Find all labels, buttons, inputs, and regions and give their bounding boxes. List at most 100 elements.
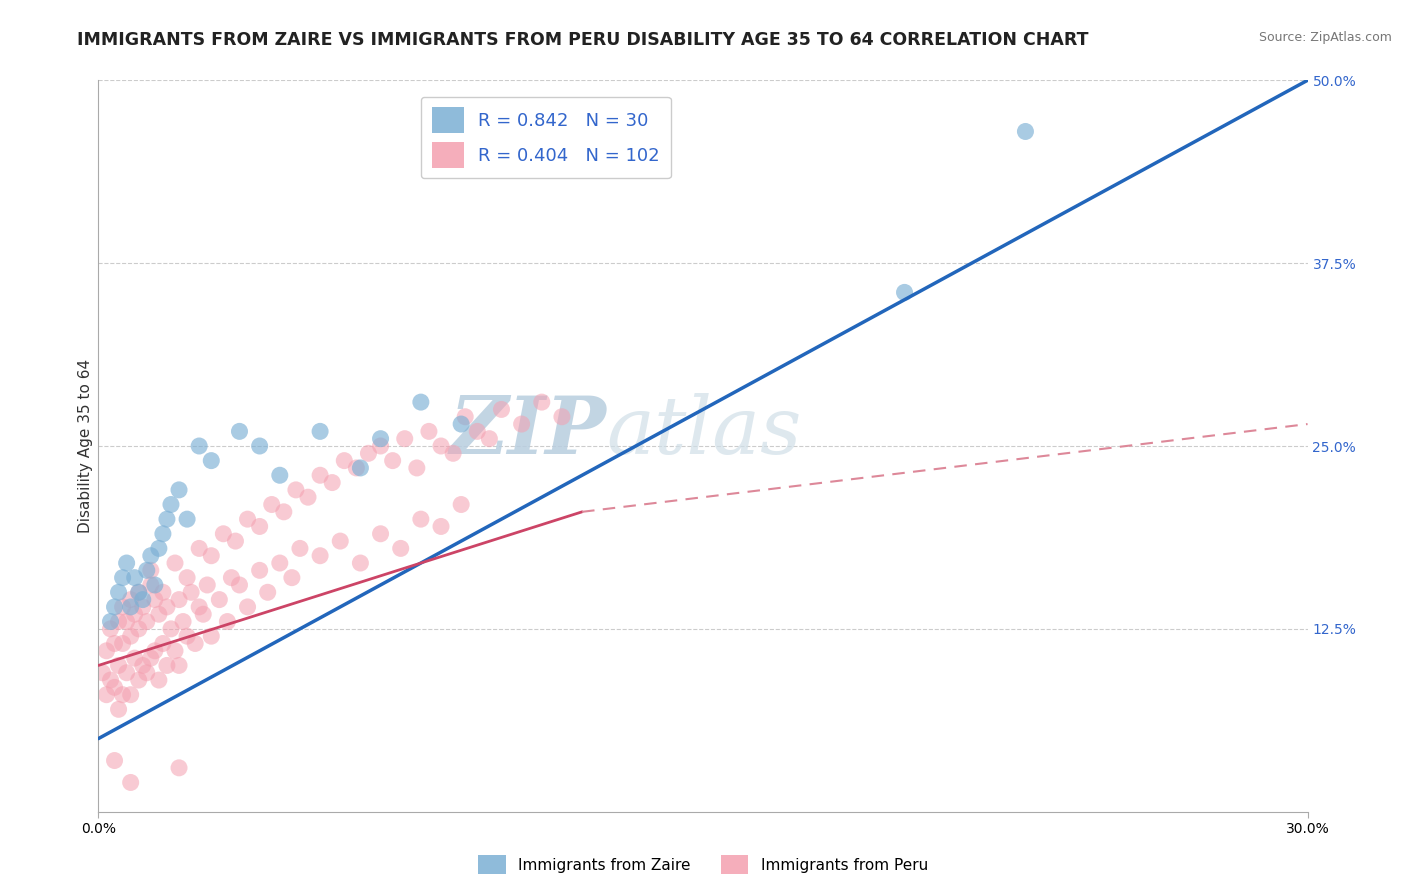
Point — [107, 615, 129, 629]
Point — [228, 425, 250, 439]
Text: Source: ZipAtlas.com: Source: ZipAtlas.com — [1258, 31, 1392, 45]
Point — [454, 409, 477, 424]
Point — [430, 439, 453, 453]
Point — [510, 417, 533, 431]
Point — [107, 658, 129, 673]
Point — [370, 526, 392, 541]
Point — [249, 519, 271, 533]
Legend: Immigrants from Zaire, Immigrants from Peru: Immigrants from Zaire, Immigrants from P… — [472, 849, 934, 880]
Point — [143, 592, 166, 607]
Point — [96, 644, 118, 658]
Point — [148, 607, 170, 622]
Point — [188, 439, 211, 453]
Point — [100, 673, 122, 687]
Point — [450, 498, 472, 512]
Point — [148, 673, 170, 687]
Point — [357, 446, 380, 460]
Point — [491, 402, 513, 417]
Point — [221, 571, 243, 585]
Point — [405, 461, 427, 475]
Point — [156, 512, 179, 526]
Point — [143, 578, 166, 592]
Point — [309, 468, 332, 483]
Point — [212, 526, 235, 541]
Point — [172, 615, 194, 629]
Y-axis label: Disability Age 35 to 64: Disability Age 35 to 64 — [77, 359, 93, 533]
Point — [91, 665, 114, 680]
Point — [321, 475, 343, 490]
Point — [124, 571, 146, 585]
Point — [193, 607, 215, 622]
Point — [236, 512, 259, 526]
Point — [329, 534, 352, 549]
Point — [269, 556, 291, 570]
Point — [120, 688, 142, 702]
Point — [167, 658, 190, 673]
Point — [188, 599, 211, 614]
Point — [450, 417, 472, 431]
Point — [128, 585, 150, 599]
Point — [176, 512, 198, 526]
Point — [260, 498, 283, 512]
Point — [184, 636, 207, 650]
Point — [309, 425, 332, 439]
Point — [288, 541, 311, 556]
Text: IMMIGRANTS FROM ZAIRE VS IMMIGRANTS FROM PERU DISABILITY AGE 35 TO 64 CORRELATIO: IMMIGRANTS FROM ZAIRE VS IMMIGRANTS FROM… — [77, 31, 1088, 49]
Point — [370, 439, 392, 453]
Point — [430, 519, 453, 533]
Text: atlas: atlas — [606, 392, 801, 470]
Point — [381, 453, 404, 467]
Point — [103, 599, 125, 614]
Point — [156, 658, 179, 673]
Point — [139, 563, 162, 577]
Point — [281, 571, 304, 585]
Point — [111, 688, 134, 702]
Point — [120, 629, 142, 643]
Point — [103, 636, 125, 650]
Point — [163, 644, 186, 658]
Text: ZIP: ZIP — [450, 392, 606, 470]
Point — [349, 556, 371, 570]
Point — [200, 629, 222, 643]
Point — [148, 541, 170, 556]
Point — [160, 622, 183, 636]
Point — [103, 681, 125, 695]
Point — [176, 629, 198, 643]
Point — [478, 432, 501, 446]
Point — [96, 688, 118, 702]
Legend: R = 0.842   N = 30, R = 0.404   N = 102: R = 0.842 N = 30, R = 0.404 N = 102 — [420, 96, 671, 178]
Point — [167, 761, 190, 775]
Point — [139, 578, 162, 592]
Point — [132, 599, 155, 614]
Point — [156, 599, 179, 614]
Point — [551, 409, 574, 424]
Point — [111, 636, 134, 650]
Point — [100, 622, 122, 636]
Point — [1014, 124, 1036, 138]
Point — [152, 585, 174, 599]
Point — [418, 425, 440, 439]
Point — [124, 607, 146, 622]
Point — [160, 498, 183, 512]
Point — [284, 483, 307, 497]
Point — [115, 556, 138, 570]
Point — [152, 526, 174, 541]
Point — [143, 644, 166, 658]
Point — [103, 754, 125, 768]
Point — [200, 453, 222, 467]
Point — [228, 578, 250, 592]
Point — [107, 585, 129, 599]
Point — [111, 571, 134, 585]
Point — [115, 665, 138, 680]
Point — [273, 505, 295, 519]
Point — [394, 432, 416, 446]
Point — [409, 395, 432, 409]
Point — [132, 658, 155, 673]
Point — [135, 665, 157, 680]
Point — [200, 549, 222, 563]
Point — [128, 622, 150, 636]
Point — [139, 651, 162, 665]
Point — [167, 592, 190, 607]
Point — [465, 425, 488, 439]
Point — [124, 651, 146, 665]
